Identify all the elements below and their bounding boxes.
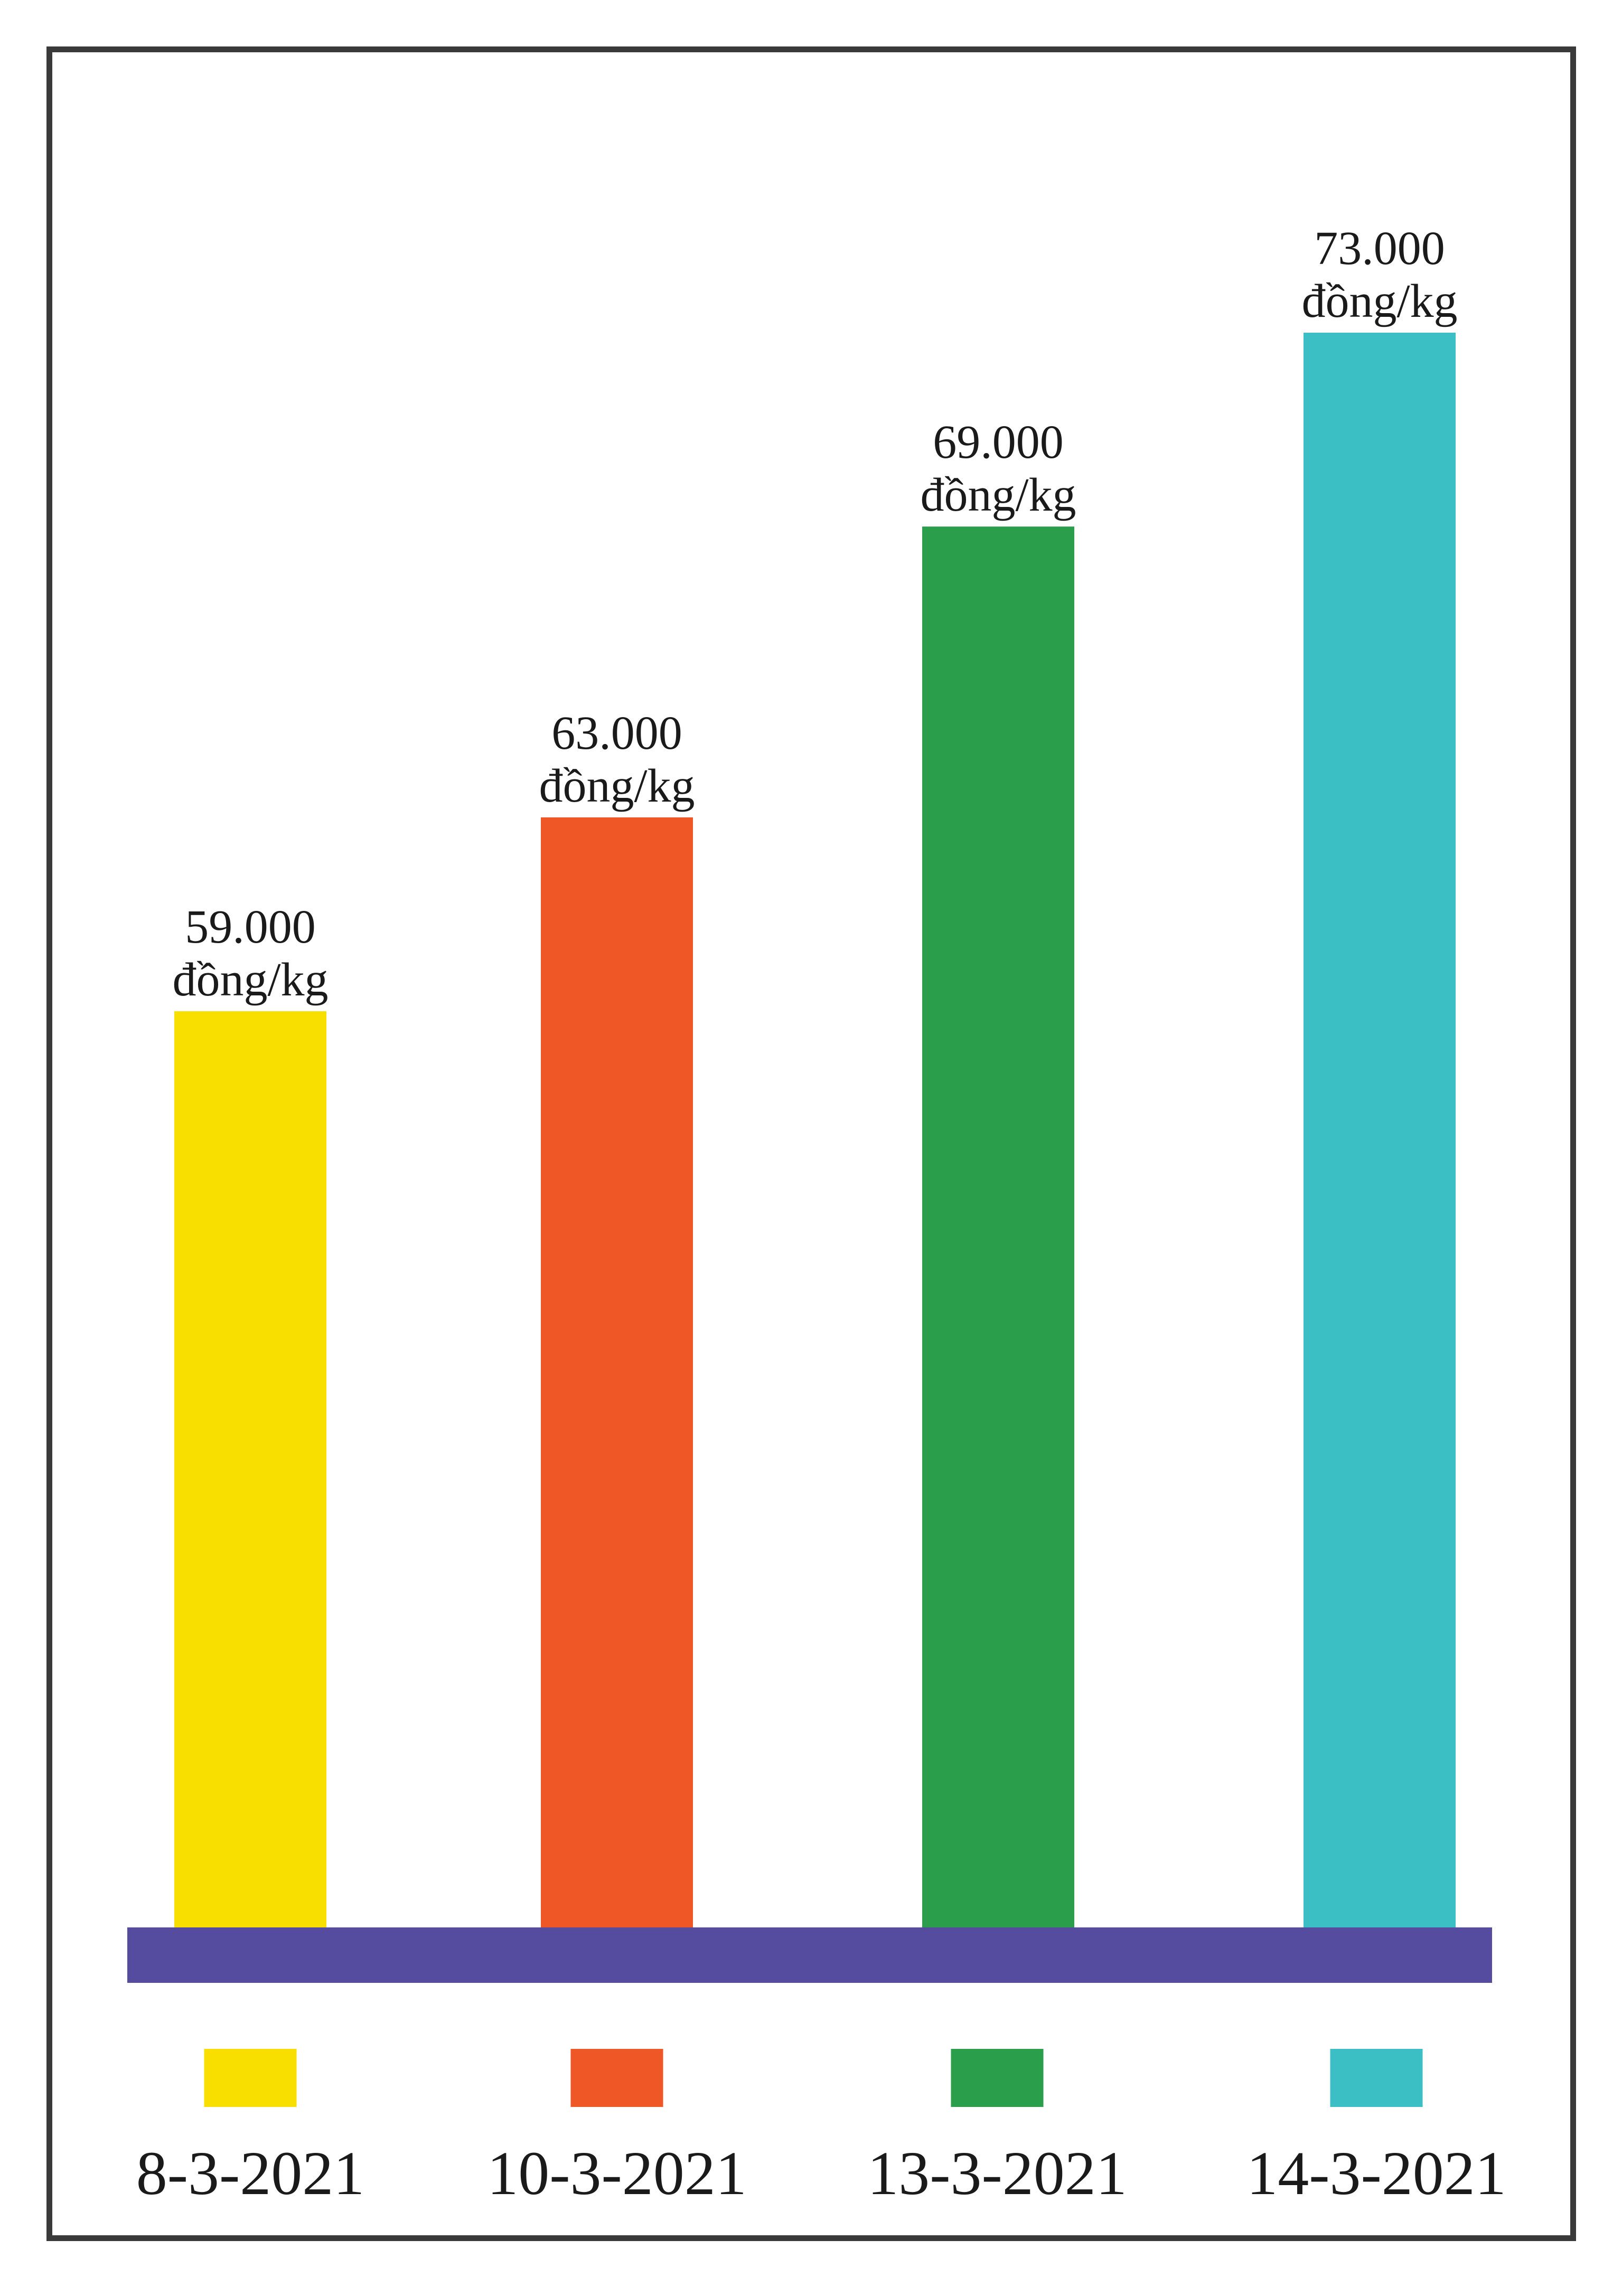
value-label-unit: đồng/kg bbox=[539, 760, 695, 812]
value-label-unit: đồng/kg bbox=[172, 954, 328, 1006]
bar-8-3-2021 bbox=[174, 1011, 326, 1927]
bar-10-3-2021 bbox=[541, 817, 693, 1927]
bar-14-3-2021 bbox=[1304, 333, 1456, 1927]
baseline-bar bbox=[127, 1927, 1492, 1983]
value-label-number: 63.000 bbox=[551, 707, 682, 759]
value-label-number: 69.000 bbox=[933, 416, 1064, 468]
value-label-unit: đồng/kg bbox=[920, 469, 1076, 521]
legend-label: 13-3-2021 bbox=[867, 2139, 1127, 2208]
legend-swatch bbox=[204, 2049, 297, 2107]
legend-label: 8-3-2021 bbox=[136, 2139, 365, 2208]
bars-layer bbox=[174, 333, 1456, 1928]
legend-label: 10-3-2021 bbox=[487, 2139, 747, 2208]
value-label-unit: đồng/kg bbox=[1301, 275, 1457, 327]
value-label-number: 73.000 bbox=[1314, 222, 1445, 275]
legend-label: 14-3-2021 bbox=[1246, 2139, 1506, 2208]
value-label-number: 59.000 bbox=[185, 901, 316, 953]
legend: 8-3-2021 10-3-2021 13-3-2021 14-3-2021 bbox=[136, 2049, 1506, 2208]
legend-swatch bbox=[570, 2049, 663, 2107]
chart-frame bbox=[46, 46, 1576, 2241]
legend-swatch bbox=[1330, 2049, 1423, 2107]
legend-swatch bbox=[951, 2049, 1044, 2107]
bar-13-3-2021 bbox=[922, 526, 1074, 1928]
value-labels-layer: 59.000đồng/kg63.000đồng/kg69.000đồng/kg7… bbox=[172, 222, 1457, 1006]
